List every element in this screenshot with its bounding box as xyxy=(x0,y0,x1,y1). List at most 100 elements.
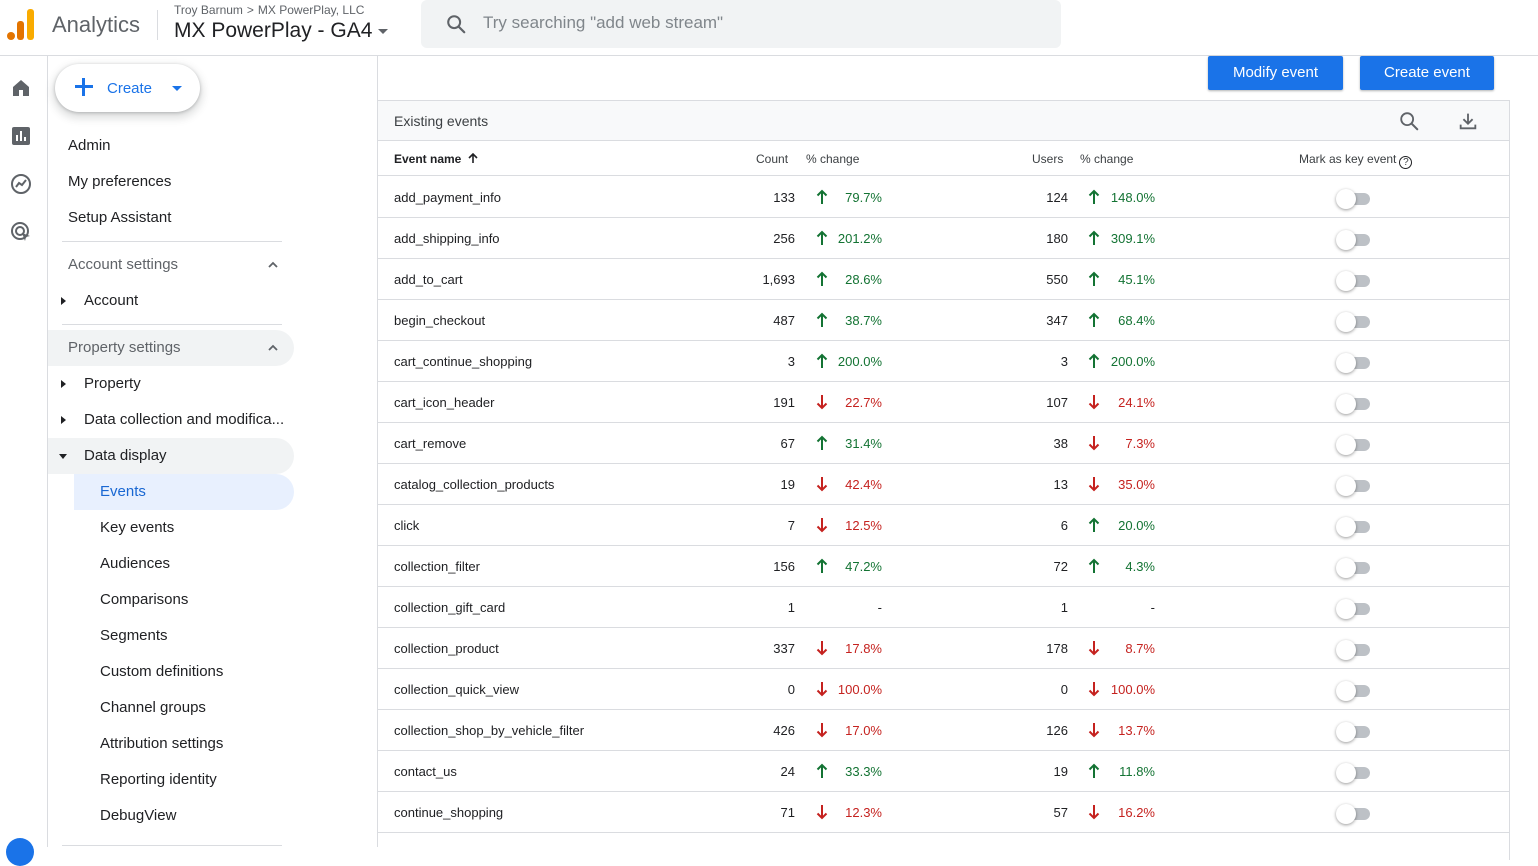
event-name-cell[interactable]: cart_remove xyxy=(394,436,467,451)
expand-arrow-icon[interactable] xyxy=(61,416,66,424)
nav-setup-assistant[interactable]: Setup Assistant xyxy=(68,209,172,226)
column-header-users[interactable]: Users xyxy=(1032,152,1064,166)
key-event-toggle[interactable] xyxy=(1336,312,1372,332)
key-event-toggle[interactable] xyxy=(1336,230,1372,250)
table-row[interactable]: collection_shop_by_vehicle_filter 426 17.0… xyxy=(378,710,1509,751)
nav-attribution-settings[interactable]: Attribution settings xyxy=(100,735,224,752)
nav-debugview[interactable]: DebugView xyxy=(100,807,177,824)
analytics-logo-icon[interactable] xyxy=(7,8,35,40)
table-row[interactable]: add_shipping_info 256 201.2% 180 309.1% xyxy=(378,218,1509,259)
nav-custom-definitions[interactable]: Custom definitions xyxy=(100,663,224,680)
event-name-cell[interactable]: cart_continue_shopping xyxy=(394,354,533,369)
breadcrumb-account[interactable]: MX PowerPlay, LLC xyxy=(257,3,365,17)
key-event-toggle[interactable] xyxy=(1336,435,1372,455)
card-title: Existing events xyxy=(394,113,489,129)
key-event-toggle[interactable] xyxy=(1336,763,1372,783)
event-name-cell[interactable]: collection_product xyxy=(394,641,499,656)
expand-arrow-icon[interactable] xyxy=(61,380,66,388)
table-row[interactable]: catalog_collection_products 19 42.4% 13 35.0… xyxy=(378,464,1509,505)
table-row[interactable]: add_payment_info 133 79.7% 124 148.0% xyxy=(378,177,1509,218)
nav-key-events[interactable]: Key events xyxy=(100,519,175,536)
event-name-cell[interactable]: add_shipping_info xyxy=(394,231,500,246)
breadcrumb-user[interactable]: Troy Barnum xyxy=(174,3,243,17)
table-row[interactable]: continue_shopping 71 12.3% 57 16.2% xyxy=(378,792,1509,833)
nav-property[interactable]: Property xyxy=(84,375,141,392)
event-name-cell[interactable]: continue_shopping xyxy=(394,805,504,820)
table-row[interactable]: begin_checkout 487 38.7% 347 68.4% xyxy=(378,300,1509,341)
key-event-toggle[interactable] xyxy=(1336,189,1372,209)
nav-audiences[interactable]: Audiences xyxy=(100,555,171,572)
modify-event-button[interactable]: Modify event xyxy=(1208,56,1343,90)
arrow-down-icon xyxy=(1088,394,1100,410)
create-event-button[interactable]: Create event xyxy=(1360,56,1494,90)
table-row[interactable]: add_to_cart 1,693 28.6% 550 45.1% xyxy=(378,259,1509,300)
create-button[interactable]: Create xyxy=(55,64,200,112)
count-change-cell: 28.6% xyxy=(845,272,882,287)
column-header-users-change[interactable]: % change xyxy=(1080,152,1134,166)
collapse-arrow-icon[interactable] xyxy=(59,454,67,459)
nav-comparisons[interactable]: Comparisons xyxy=(100,591,189,608)
chevron-up-icon[interactable] xyxy=(268,260,278,270)
key-event-toggle[interactable] xyxy=(1336,394,1372,414)
event-name-cell[interactable]: collection_gift_card xyxy=(394,600,506,615)
table-row[interactable]: collection_gift_card 1 - 1 - xyxy=(378,587,1509,628)
count-cell: 24 xyxy=(780,764,795,779)
column-header-count-change[interactable]: % change xyxy=(806,152,860,166)
chevron-up-icon[interactable] xyxy=(268,343,278,353)
nav-admin[interactable]: Admin xyxy=(68,137,111,154)
table-row[interactable]: collection_product 337 17.8% 178 8.7% xyxy=(378,628,1509,669)
table-row[interactable]: cart_icon_header 191 22.7% 107 24.1% xyxy=(378,382,1509,423)
explore-icon[interactable] xyxy=(9,172,33,196)
download-icon[interactable] xyxy=(1457,110,1479,132)
event-name-cell[interactable]: begin_checkout xyxy=(394,313,486,328)
key-event-toggle[interactable] xyxy=(1336,722,1372,742)
table-row[interactable]: collection_filter 156 47.2% 72 4.3% xyxy=(378,546,1509,587)
column-header-count[interactable]: Count xyxy=(756,152,789,166)
nav-data-display[interactable]: Data display xyxy=(84,447,167,464)
event-name-cell[interactable]: cart_icon_header xyxy=(394,395,495,410)
nav-channel-groups[interactable]: Channel groups xyxy=(100,699,206,716)
key-event-toggle[interactable] xyxy=(1336,558,1372,578)
property-settings-title[interactable]: Property settings xyxy=(68,339,181,356)
event-name-cell[interactable]: collection_quick_view xyxy=(394,682,520,697)
reports-icon[interactable] xyxy=(9,124,33,148)
event-name-cell[interactable]: click xyxy=(394,518,420,533)
key-event-toggle[interactable] xyxy=(1336,804,1372,824)
table-row[interactable]: contact_us 24 33.3% 19 11.8% xyxy=(378,751,1509,792)
key-event-toggle[interactable] xyxy=(1336,517,1372,537)
search-bar[interactable] xyxy=(421,0,1061,48)
event-name-cell[interactable]: add_payment_info xyxy=(394,190,501,205)
property-selector[interactable]: MX PowerPlay - GA4 xyxy=(174,19,389,43)
nav-events[interactable]: Events xyxy=(100,483,146,500)
search-input[interactable] xyxy=(483,10,1043,36)
key-event-toggle[interactable] xyxy=(1336,681,1372,701)
column-header-event-name[interactable]: Event name xyxy=(394,152,478,166)
nav-data-collection[interactable]: Data collection and modifica... xyxy=(84,411,285,428)
home-icon[interactable] xyxy=(9,76,33,100)
account-settings-title[interactable]: Account settings xyxy=(68,256,179,273)
event-name-cell[interactable]: add_to_cart xyxy=(394,272,463,287)
admin-gear-icon[interactable] xyxy=(6,838,34,866)
nav-segments[interactable]: Segments xyxy=(100,627,168,644)
nav-reporting-identity[interactable]: Reporting identity xyxy=(100,771,217,788)
event-name-cell[interactable]: collection_shop_by_vehicle_filter xyxy=(394,723,585,738)
key-event-toggle[interactable] xyxy=(1336,271,1372,291)
nav-my-preferences[interactable]: My preferences xyxy=(68,173,172,190)
key-event-toggle[interactable] xyxy=(1336,599,1372,619)
nav-account[interactable]: Account xyxy=(84,292,139,309)
table-row[interactable]: click 7 12.5% 6 20.0% xyxy=(378,505,1509,546)
table-row[interactable]: collection_quick_view 0 100.0% 0 100.0% xyxy=(378,669,1509,710)
breadcrumb[interactable]: Troy Barnum > MX PowerPlay, LLC xyxy=(174,3,364,17)
search-icon[interactable] xyxy=(1398,110,1420,132)
expand-arrow-icon[interactable] xyxy=(61,297,66,305)
help-icon[interactable]: ? xyxy=(1399,156,1413,169)
key-event-toggle[interactable] xyxy=(1336,353,1372,373)
key-event-toggle[interactable] xyxy=(1336,476,1372,496)
event-name-cell[interactable]: catalog_collection_products xyxy=(394,477,555,492)
event-name-cell[interactable]: collection_filter xyxy=(394,559,480,574)
key-event-toggle[interactable] xyxy=(1336,640,1372,660)
table-row[interactable]: cart_continue_shopping 3 200.0% 3 200.0% xyxy=(378,341,1509,382)
advertising-icon[interactable] xyxy=(9,220,33,244)
event-name-cell[interactable]: contact_us xyxy=(394,764,457,779)
table-row[interactable]: cart_remove 67 31.4% 38 7.3% xyxy=(378,423,1509,464)
